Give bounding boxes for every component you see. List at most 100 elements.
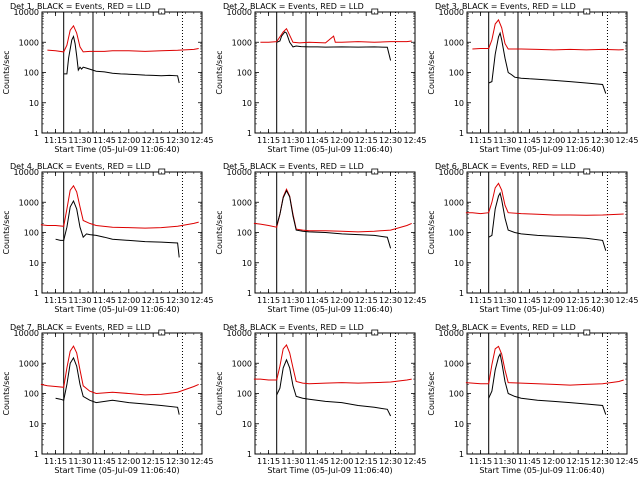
plot-frame (466, 171, 628, 294)
x-tick-label: 11:45 (518, 136, 541, 145)
x-tick-label: 12:45 (615, 296, 638, 305)
x-tick-label: 11:15 (469, 296, 492, 305)
x-tick-label: 11:45 (518, 457, 541, 466)
detector-panel: Det 3, BLACK = Events, RED = LLD 1 10 100 10… (427, 2, 639, 154)
y-tick-label: 1000 (444, 198, 464, 207)
x-tick-label: 12:00 (117, 136, 140, 145)
lld-series-line (40, 345, 199, 396)
plot-frame (254, 171, 416, 294)
lld-series-line (260, 27, 412, 44)
time-marker-box (371, 8, 379, 15)
y-tick-label: 100 (449, 69, 464, 78)
panel-title: Det 8, BLACK = Events, RED = LLD (223, 323, 364, 332)
events-series-line (276, 31, 392, 61)
x-tick-label: 11:30 (493, 296, 516, 305)
plot-frame (466, 11, 628, 134)
x-tick-label: 12:00 (542, 136, 565, 145)
x-tick-label: 12:15 (355, 136, 378, 145)
x-tick-label: 12:15 (142, 136, 165, 145)
y-tick-label: 1000 (19, 198, 39, 207)
y-tick-label: 1000 (232, 198, 252, 207)
y-axis-label: Counts/sec (427, 210, 436, 254)
lld-series-line (465, 182, 624, 216)
detector-panel: Det 2, BLACK = Events, RED = LLD 1 10 100 10… (215, 2, 427, 154)
x-tick-label: 12:30 (591, 457, 614, 466)
y-axis-label: Counts/sec (215, 371, 224, 415)
time-marker-box (583, 168, 591, 175)
y-tick-label: 1000 (232, 38, 252, 47)
x-tick-label: 12:00 (330, 457, 353, 466)
x-tick-label: 12:15 (142, 296, 165, 305)
x-tick-label: 11:30 (281, 457, 304, 466)
x-tick-label: 12:15 (142, 457, 165, 466)
plot-frame (254, 332, 416, 455)
x-tick-label: 12:30 (166, 136, 189, 145)
lld-series-line (253, 187, 412, 233)
detector-panel: Det 8, BLACK = Events, RED = LLD 1 10 100 10… (215, 323, 427, 475)
y-tick-label: 1000 (232, 359, 252, 368)
y-tick-label: 1000 (19, 359, 39, 368)
x-tick-label: 11:30 (68, 136, 91, 145)
y-tick-label: 1000 (19, 38, 39, 47)
lld-series-line (47, 24, 199, 53)
y-tick-label: 100 (449, 390, 464, 399)
x-tick-label: 12:45 (615, 136, 638, 145)
x-tick-label: 12:15 (355, 296, 378, 305)
y-tick-label: 100 (237, 69, 252, 78)
x-axis-label: Start Time (05-Jul-09 11:06:40) (267, 145, 392, 154)
x-axis-label: Start Time (05-Jul-09 11:06:40) (267, 466, 392, 475)
x-tick-label: 12:45 (403, 457, 426, 466)
y-tick-label: 100 (24, 390, 39, 399)
y-tick-label: 100 (449, 229, 464, 238)
x-tick-label: 11:30 (68, 457, 91, 466)
x-tick-label: 12:00 (542, 457, 565, 466)
panel-title: Det 6, BLACK = Events, RED = LLD (435, 162, 576, 171)
x-tick-label: 11:45 (306, 136, 329, 145)
time-marker-box (158, 168, 166, 175)
y-tick-label: 10 (454, 420, 464, 429)
y-axis-label: Counts/sec (2, 371, 11, 415)
x-tick-label: 11:15 (44, 296, 67, 305)
panel-title: Det 2, BLACK = Events, RED = LLD (223, 2, 364, 11)
x-tick-label: 11:15 (44, 457, 67, 466)
time-marker-box (371, 168, 379, 175)
x-tick-label: 11:15 (257, 296, 280, 305)
y-tick-label: 10 (242, 259, 252, 268)
detector-panel: Det 6, BLACK = Events, RED = LLD 1 10 100 10… (427, 162, 639, 314)
x-axis-label: Start Time (05-Jul-09 11:06:40) (54, 145, 179, 154)
x-tick-label: 11:45 (518, 296, 541, 305)
y-tick-label: 1 (247, 450, 252, 459)
time-marker-box (583, 329, 591, 336)
x-tick-label: 12:00 (117, 457, 140, 466)
x-tick-label: 11:30 (281, 136, 304, 145)
x-tick-label: 11:15 (257, 457, 280, 466)
y-tick-label: 10000 (14, 329, 39, 338)
y-tick-label: 10000 (439, 329, 464, 338)
x-tick-label: 12:30 (379, 457, 402, 466)
x-tick-label: 12:00 (330, 296, 353, 305)
y-tick-label: 1 (459, 129, 464, 138)
x-tick-label: 12:45 (403, 296, 426, 305)
y-tick-label: 1 (34, 129, 39, 138)
events-series-line (55, 199, 180, 258)
y-tick-label: 1000 (444, 38, 464, 47)
events-series-line (63, 35, 180, 84)
x-axis-label: Start Time (05-Jul-09 11:06:40) (479, 305, 604, 314)
y-tick-label: 10 (242, 420, 252, 429)
panel-title: Det 4, BLACK = Events, RED = LLD (10, 162, 151, 171)
x-tick-label: 12:15 (567, 136, 590, 145)
lld-series-line (465, 345, 624, 386)
x-tick-label: 11:45 (93, 296, 116, 305)
x-tick-label: 11:30 (493, 457, 516, 466)
x-tick-label: 12:15 (567, 457, 590, 466)
x-tick-label: 11:45 (306, 457, 329, 466)
x-tick-label: 11:15 (469, 457, 492, 466)
y-axis-label: Counts/sec (427, 50, 436, 94)
plot-frame (41, 11, 203, 134)
y-tick-label: 10000 (227, 329, 252, 338)
x-tick-label: 12:45 (190, 457, 213, 466)
x-tick-label: 12:15 (355, 457, 378, 466)
y-tick-label: 10000 (227, 8, 252, 17)
x-tick-label: 11:30 (281, 296, 304, 305)
